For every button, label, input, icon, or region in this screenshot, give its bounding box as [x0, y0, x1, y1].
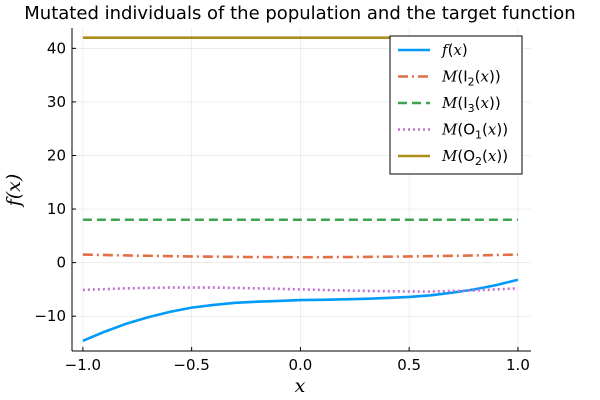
- y-tick-label: −10: [34, 307, 66, 325]
- axes: [71, 28, 531, 352]
- series-line-1: [82, 253, 518, 259]
- x-tick-label: −0.5: [173, 356, 209, 374]
- ticks: −1.0 −0.5 0.0 0.5 1.0 −10 0 10 20 30 40: [34, 39, 530, 374]
- y-tick-label: 30: [47, 93, 66, 111]
- y-tick-label: 10: [47, 200, 66, 218]
- legend-label-0: f(x): [441, 41, 468, 59]
- legend-box: [389, 35, 523, 175]
- x-tick-label: 1.0: [506, 356, 530, 374]
- legend-label-3: M(O1(x)): [441, 121, 508, 142]
- y-tick-label: 40: [47, 39, 66, 57]
- legend-label-1: M(I2(x)): [441, 68, 501, 89]
- legend-label-4: M(O2(x)): [441, 147, 508, 168]
- legend-label-2: M(I3(x)): [441, 94, 501, 115]
- x-axis-label: x: [295, 375, 306, 397]
- x-tick-label: 0.5: [397, 356, 421, 374]
- y-axis-label: f(x): [3, 174, 25, 209]
- y-tick-label: 20: [47, 146, 66, 164]
- chart-title: Mutated individuals of the population an…: [24, 3, 575, 24]
- y-tick-label: 0: [56, 254, 66, 272]
- legend: f(x) M(I2(x)) M(I3(x)) M(O1(x)) M(O2(x)): [389, 35, 523, 175]
- x-tick-label: −1.0: [65, 356, 101, 374]
- series-line-0: [82, 278, 519, 343]
- x-tick-label: 0.0: [288, 356, 312, 374]
